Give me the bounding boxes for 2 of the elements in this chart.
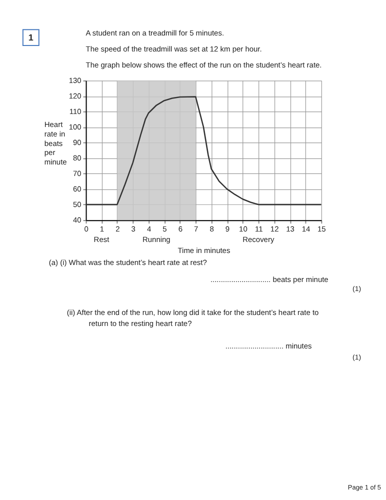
line-series <box>85 96 322 206</box>
text: 1 <box>28 32 34 43</box>
